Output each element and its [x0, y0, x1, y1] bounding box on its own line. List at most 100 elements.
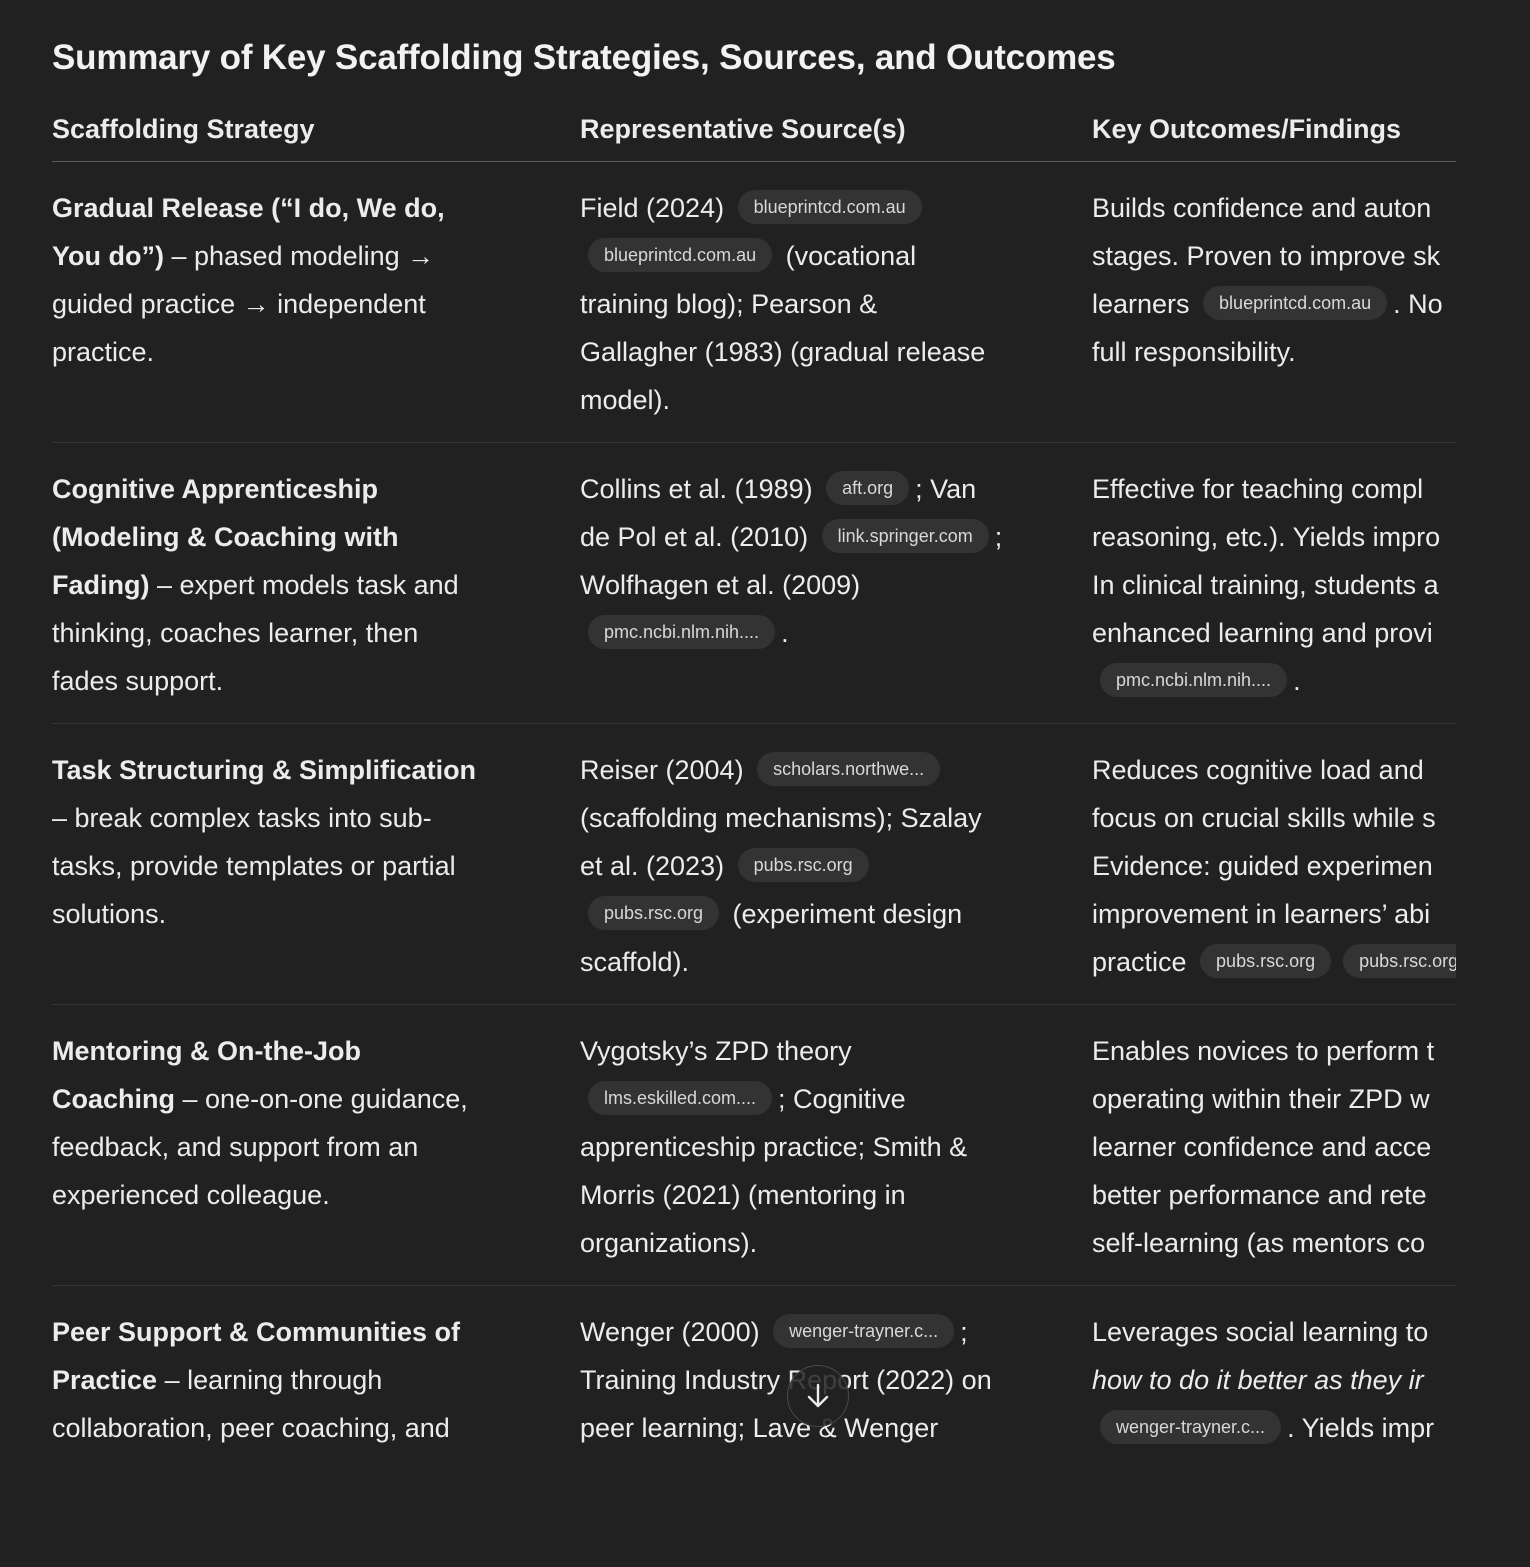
cell-outcomes: Enables novices to perform t operating wi… [1092, 1027, 1456, 1285]
cell-strategy: Gradual Release (“I do, We do, You do”) –… [52, 184, 580, 442]
text-line: Training Industry Report (2022) on [580, 1356, 1092, 1404]
text-line: blueprintcd.com.au (vocational [580, 232, 1092, 280]
text: practice [1092, 947, 1195, 977]
scroll-to-bottom-button[interactable] [787, 1365, 849, 1427]
text: better performance and rete [1092, 1180, 1427, 1210]
text-line: full responsibility. [1092, 328, 1456, 376]
text-line: pubs.rsc.org (experiment design [580, 890, 1092, 938]
text: model). [580, 385, 671, 415]
text: Builds confidence and auton [1092, 193, 1432, 223]
text-line: experienced colleague. [52, 1171, 580, 1219]
text-line: reasoning, etc.). Yields impro [1092, 513, 1456, 561]
citation-chip[interactable]: aft.org [826, 470, 910, 505]
citation-chip[interactable]: pmc.ncbi.nlm.nih.... [1100, 662, 1288, 697]
cell-outcomes: Leverages social learning to how to do it… [1092, 1308, 1456, 1567]
text-line: learners blueprintcd.com.au. No [1092, 280, 1456, 328]
citation-chip[interactable]: pubs.rsc.org [588, 895, 720, 930]
text: Enables novices to perform t [1092, 1036, 1435, 1066]
text: – learning through [157, 1365, 383, 1395]
text: Reduces cognitive load and [1092, 755, 1424, 785]
text: feedback, and support from an [52, 1132, 419, 1162]
text-line: Collins et al. (1989) aft.org; Van [580, 465, 1092, 513]
italic-text: how to do it better as they ir [1092, 1365, 1424, 1395]
cell-strategy: Cognitive Apprenticeship (Modeling & Coac… [52, 465, 580, 723]
text: experienced colleague. [52, 1180, 330, 1210]
text: . Yields impr [1287, 1413, 1435, 1443]
text-line: tasks, provide templates or partial [52, 842, 580, 890]
citation-chip[interactable]: lms.eskilled.com.... [588, 1080, 773, 1115]
text-line: model). [580, 376, 1092, 424]
citation-chip[interactable]: wenger-trayner.c... [773, 1313, 955, 1348]
header-outcomes: Key Outcomes/Findings [1092, 114, 1402, 144]
text-line: Reiser (2004) scholars.northwe... [580, 746, 1092, 794]
text: thinking, coaches learner, then [52, 618, 419, 648]
cell-outcomes: Reduces cognitive load and focus on cruci… [1092, 746, 1456, 1004]
text-line: (scaffolding mechanisms); Szalay [580, 794, 1092, 842]
cell-strategy: Task Structuring & Simplification – break… [52, 746, 580, 1004]
text: stages. Proven to improve sk [1092, 241, 1441, 271]
text: organizations). [580, 1228, 758, 1258]
text: Gallagher (1983) (gradual release [580, 337, 986, 367]
text-line: enhanced learning and provi [1092, 609, 1456, 657]
text: training blog); Pearson & [580, 289, 878, 319]
text: Vygotsky’s ZPD theory [580, 1036, 852, 1066]
table-row: Gradual Release (“I do, We do, You do”) –… [52, 162, 1456, 443]
text-line: training blog); Pearson & [580, 280, 1092, 328]
bold-text: Gradual Release (“I do, We do, [52, 193, 445, 223]
citation-chip[interactable]: blueprintcd.com.au [737, 189, 922, 224]
text: ; [960, 1317, 968, 1347]
text-line: Field (2024) blueprintcd.com.au [580, 184, 1092, 232]
cell-strategy: Peer Support & Communities of Practice – … [52, 1308, 580, 1567]
citation-chip[interactable]: scholars.northwe... [757, 751, 941, 786]
citation-chip[interactable]: pubs.rsc.org [737, 847, 869, 882]
bold-text: You do”) [52, 241, 164, 271]
text: improvement in learners’ abi [1092, 899, 1431, 929]
text-line: how to do it better as they ir [1092, 1356, 1456, 1404]
text: ; [994, 522, 1003, 552]
strategies-table: Scaffolding Strategy Representative Sour… [52, 104, 1456, 1567]
text-line: improvement in learners’ abi [1092, 890, 1456, 938]
text: . No [1393, 289, 1443, 319]
text: reasoning, etc.). Yields impro [1092, 522, 1441, 552]
text: tasks, provide templates or partial [52, 851, 456, 881]
text: solutions. [52, 899, 167, 929]
text: Reiser (2004) [580, 755, 752, 785]
citation-chip[interactable]: pmc.ncbi.nlm.nih.... [588, 614, 776, 649]
text: – one-on-one guidance, [175, 1084, 468, 1114]
text-line: You do”) – phased modeling → [52, 232, 580, 280]
cell-outcomes: Builds confidence and auton stages. Prove… [1092, 184, 1456, 442]
bold-text: Peer Support & Communities of [52, 1317, 461, 1347]
text: enhanced learning and provi [1092, 618, 1433, 648]
header-sources: Representative Source(s) [580, 114, 906, 144]
cell-sources: Reiser (2004) scholars.northwe... (scaffo… [580, 746, 1092, 1004]
citation-chip[interactable]: blueprintcd.com.au [588, 237, 773, 272]
cell-sources: Field (2024) blueprintcd.com.au blueprint… [580, 184, 1092, 442]
table-row: Cognitive Apprenticeship (Modeling & Coac… [52, 443, 1456, 724]
table-row: Peer Support & Communities of Practice – … [52, 1286, 1456, 1567]
text: Field (2024) [580, 193, 732, 223]
text-line: Reduces cognitive load and [1092, 746, 1456, 794]
text: (scaffolding mechanisms); Szalay [580, 803, 982, 833]
citation-chip[interactable]: pubs.rsc.org [1200, 943, 1332, 978]
text: collaboration, peer coaching, and [52, 1413, 450, 1443]
text-line: scaffold). [580, 938, 1092, 986]
text-line: Coaching – one-on-one guidance, [52, 1075, 580, 1123]
citation-chip[interactable]: pubs.rsc.org [1343, 943, 1456, 978]
header-strategy: Scaffolding Strategy [52, 114, 315, 144]
citation-chip[interactable]: link.springer.com [821, 518, 989, 553]
bold-text: Practice [52, 1365, 158, 1395]
text-line: better performance and rete [1092, 1171, 1456, 1219]
text: . [781, 618, 789, 648]
text-line: Leverages social learning to [1092, 1308, 1456, 1356]
text: Collins et al. (1989) [580, 474, 821, 504]
citation-chip[interactable]: wenger-trayner.c... [1100, 1409, 1282, 1444]
text-line: Vygotsky’s ZPD theory [580, 1027, 1092, 1075]
citation-chip[interactable]: blueprintcd.com.au [1203, 285, 1388, 320]
text-line: Fading) – expert models task and [52, 561, 580, 609]
bold-text: Coaching [52, 1084, 176, 1114]
text-line: Cognitive Apprenticeship [52, 465, 580, 513]
text-line: Evidence: guided experimen [1092, 842, 1456, 890]
text: – break complex tasks into sub- [52, 803, 432, 833]
text-line: Peer Support & Communities of [52, 1308, 580, 1356]
text: apprenticeship practice; Smith & [580, 1132, 968, 1162]
